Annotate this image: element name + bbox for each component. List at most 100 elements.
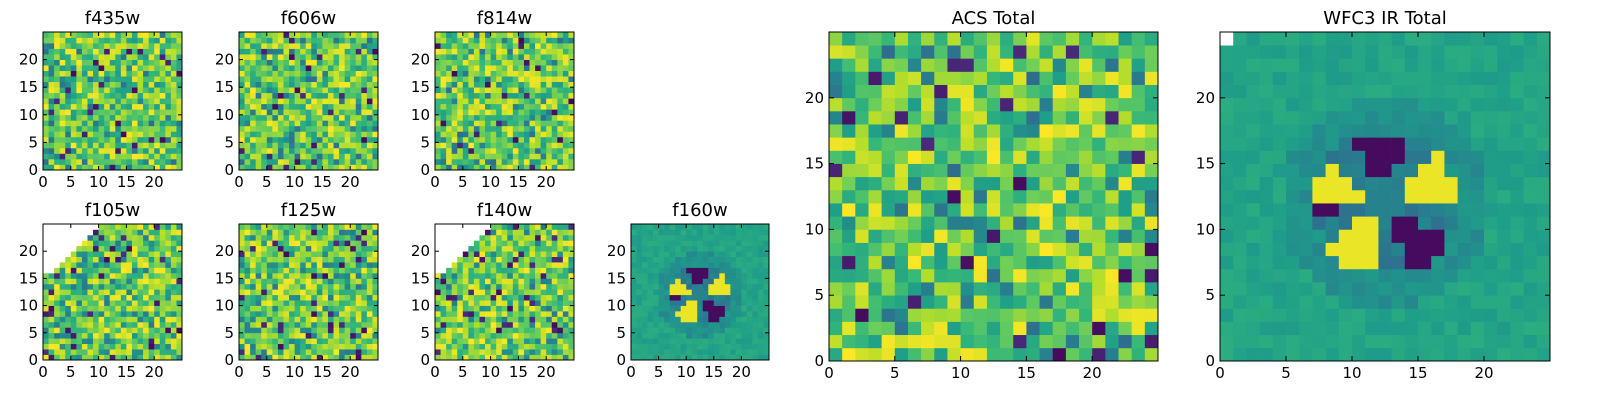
heatmap-cell (76, 267, 83, 274)
heatmap-cell (154, 354, 161, 361)
heatmap-cell (568, 70, 575, 77)
heatmap-cell (322, 48, 329, 55)
heatmap-cell (686, 234, 693, 241)
heatmap-cell (435, 234, 441, 241)
heatmap-cell (120, 81, 127, 88)
heatmap-cell (289, 234, 295, 241)
heatmap-cell (65, 158, 72, 165)
y-tick-label: 0 (224, 351, 234, 369)
heatmap-cell (507, 125, 514, 132)
heatmap-cell (126, 147, 133, 154)
heatmap-cell (435, 70, 441, 77)
heatmap-cell (70, 65, 77, 71)
heatmap-cell (137, 240, 144, 247)
heatmap-cell (479, 87, 486, 94)
heatmap-cell (479, 114, 486, 121)
heatmap-cell (479, 283, 486, 290)
heatmap-cell (529, 125, 536, 132)
heatmap-cell (490, 136, 497, 143)
heatmap-cell (176, 114, 183, 121)
heatmap-cell (283, 76, 290, 83)
heatmap-cell (131, 164, 138, 171)
heatmap-cell (730, 256, 737, 263)
heatmap-cell (81, 327, 88, 334)
heatmap-cell (255, 59, 262, 66)
heatmap-cell (752, 267, 759, 274)
heatmap-cell (490, 32, 497, 38)
heatmap-cell (724, 300, 731, 306)
heatmap-cell (361, 147, 368, 154)
heatmap-cell (344, 300, 351, 306)
heatmap-cell (81, 43, 88, 49)
heatmap-cell (702, 349, 709, 355)
heatmap-cell (1079, 176, 1093, 191)
heatmap-cell (366, 54, 373, 60)
heatmap-cell (724, 289, 731, 296)
heatmap-cell (261, 267, 268, 274)
heatmap-cell (664, 289, 670, 296)
heatmap-cell (473, 37, 480, 44)
heatmap-cell (647, 294, 654, 301)
heatmap-cell (451, 158, 458, 165)
heatmap-cell (713, 338, 720, 345)
heatmap-cell (868, 308, 882, 322)
heatmap-cell (255, 272, 262, 279)
heatmap-cell (535, 294, 541, 301)
heatmap-cell (642, 343, 648, 350)
heatmap-cell (512, 76, 519, 83)
heatmap-cell (120, 224, 127, 230)
heatmap-cell (43, 153, 49, 160)
heatmap-cell (115, 70, 122, 77)
heatmap-cell (350, 48, 357, 55)
heatmap-cell (294, 316, 301, 323)
heatmap-cell (244, 54, 251, 60)
heatmap-cell (272, 32, 279, 38)
heatmap-cell (1052, 203, 1067, 217)
heatmap-cell (741, 245, 748, 252)
heatmap-cell (316, 125, 323, 132)
heatmap-cell (894, 255, 909, 270)
heatmap-cell (1118, 321, 1133, 336)
heatmap-cell (1131, 203, 1146, 217)
heatmap-cell (165, 283, 172, 290)
heatmap-cell (446, 37, 453, 44)
heatmap-cell (93, 300, 99, 306)
heatmap-cell (440, 43, 447, 49)
heatmap-cell (333, 109, 340, 116)
heatmap-cell (294, 59, 301, 66)
heatmap-cell (327, 338, 334, 345)
heatmap-cell (546, 343, 553, 350)
heatmap-cell (562, 338, 569, 345)
heatmap-cell (283, 229, 290, 236)
heatmap-cell (322, 142, 329, 149)
heatmap-cell (523, 229, 530, 236)
heatmap-cell (435, 120, 441, 127)
heatmap-cell (562, 43, 569, 49)
heatmap-cell (1065, 321, 1080, 336)
heatmap-cell (70, 332, 77, 339)
heatmap-cell (518, 65, 525, 71)
heatmap-cell (266, 136, 273, 143)
heatmap-cell (921, 321, 935, 336)
heatmap-cell (70, 114, 77, 121)
heatmap-cell (446, 256, 453, 263)
heatmap-cell (255, 256, 262, 263)
heatmap-cell (451, 311, 458, 317)
heatmap-cell (881, 268, 896, 283)
heatmap-cell (131, 131, 138, 138)
heatmap-cell (473, 153, 480, 160)
heatmap-cell (54, 245, 61, 252)
heatmap-cell (350, 300, 357, 306)
heatmap-cell (361, 81, 368, 88)
heatmap-cell (730, 251, 737, 257)
heatmap-cell (440, 245, 447, 252)
heatmap-cell (272, 294, 279, 301)
heatmap-cell (546, 245, 553, 252)
heatmap-cell (277, 54, 284, 60)
heatmap-cell (829, 150, 843, 164)
heatmap-cell (109, 294, 116, 301)
heatmap-cell (70, 343, 77, 350)
heatmap-cell (87, 338, 94, 345)
heatmap-cell (70, 120, 77, 127)
heatmap-cell (311, 109, 318, 116)
